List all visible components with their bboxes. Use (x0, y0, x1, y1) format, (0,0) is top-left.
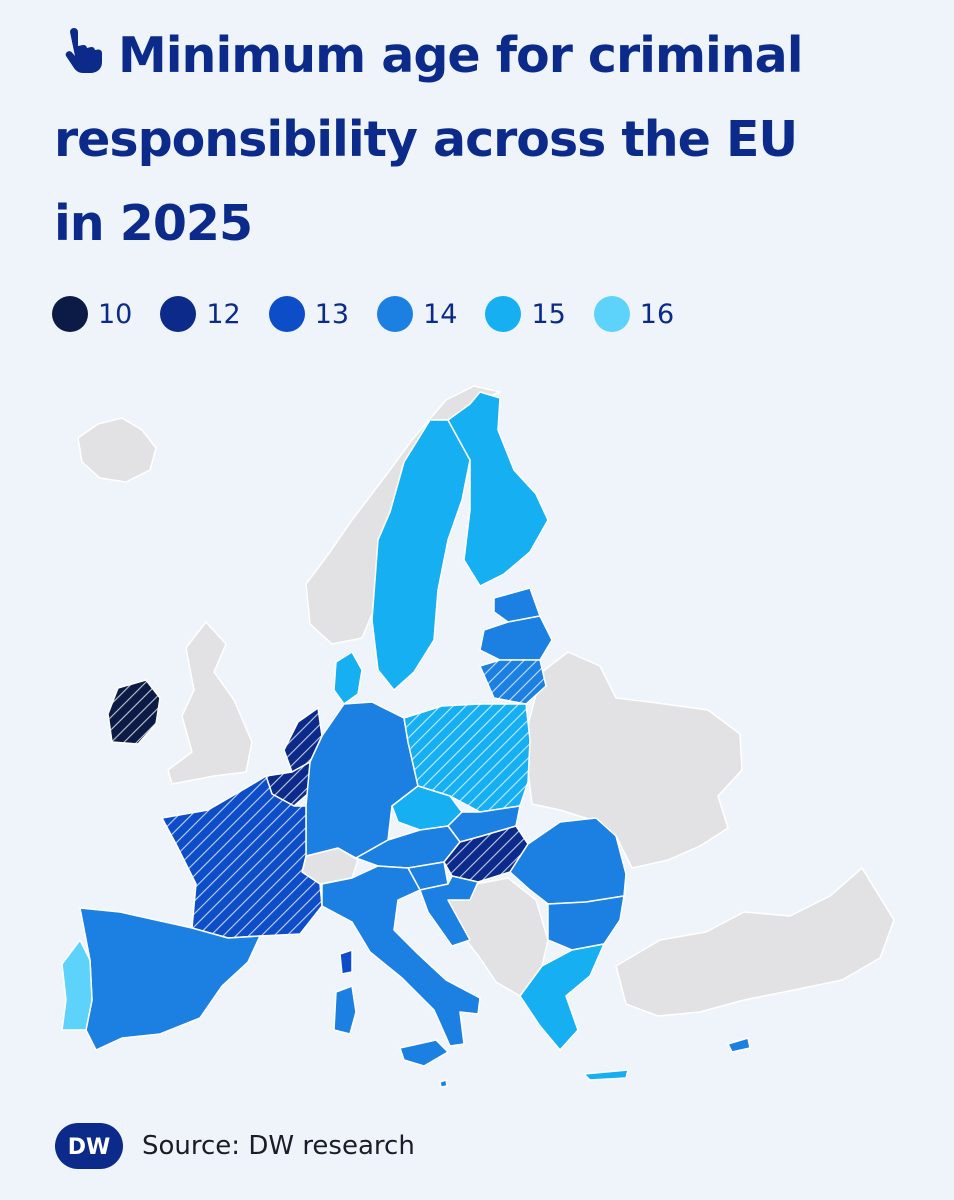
legend-swatch (485, 296, 522, 332)
country-belgium-hatch (266, 762, 310, 806)
legend-item-16: 16 (593, 296, 675, 332)
country-malta (439, 1079, 448, 1088)
country-corsica (339, 949, 353, 975)
country-sweden (371, 419, 471, 691)
title-line-1: Minimum age for criminal (118, 27, 804, 84)
country-ireland-hatch (108, 680, 160, 744)
legend-swatch (593, 296, 630, 332)
title-block: Minimum age for criminal responsibility … (54, 14, 914, 266)
legend: 10 12 13 14 15 16 (52, 296, 702, 332)
legend-label: 15 (531, 298, 566, 330)
country-italy (321, 865, 481, 1047)
legend-label: 13 (314, 298, 350, 330)
country-belarus-ukraine-russia (523, 651, 743, 869)
country-portugal (61, 939, 93, 1031)
legend-item-12: 12 (160, 296, 241, 332)
legend-item-14: 14 (377, 296, 457, 332)
source-text: Source: DW research (142, 1131, 415, 1161)
country-iceland (77, 417, 157, 483)
legend-item-13: 13 (268, 296, 350, 332)
legend-swatch (268, 296, 305, 332)
country-germany (305, 701, 419, 859)
legend-swatch (160, 296, 197, 332)
country-denmark (333, 651, 363, 705)
page-title: Minimum age for criminal responsibility … (54, 14, 914, 266)
country-turkey (615, 867, 895, 1017)
legend-item-10: 10 (52, 296, 132, 332)
title-line-3: in 2025 (54, 195, 253, 252)
country-cyprus (727, 1037, 751, 1053)
title-line-2: responsibility across the EU (54, 111, 798, 168)
country-sicily (399, 1039, 449, 1067)
legend-label: 16 (639, 298, 675, 330)
country-finland (447, 391, 549, 587)
footer: DW Source: DW research (54, 1122, 415, 1170)
country-lithuania-hatch (480, 660, 546, 704)
country-sardinia (333, 985, 357, 1035)
dw-logo-icon: DW (55, 1123, 123, 1169)
pointing-hand-icon (65, 28, 103, 73)
country-greece (519, 943, 605, 1051)
legend-label: 14 (423, 298, 458, 330)
country-romania (509, 817, 627, 905)
country-france-hatch (162, 776, 322, 938)
country-hungary-hatch (444, 826, 528, 882)
legend-label: 12 (206, 298, 241, 330)
country-latvia (479, 615, 553, 661)
country-poland-hatch (404, 704, 530, 812)
country-uk (167, 621, 253, 785)
dw-logo-text: DW (68, 1135, 111, 1160)
legend-swatch (52, 296, 88, 332)
europe-map (61, 385, 895, 1088)
country-bulgaria (547, 895, 625, 951)
legend-item-15: 15 (485, 296, 566, 332)
legend-label: 10 (98, 298, 133, 330)
country-crete (583, 1069, 629, 1081)
legend-swatch (377, 296, 414, 332)
country-croatia (419, 875, 479, 947)
